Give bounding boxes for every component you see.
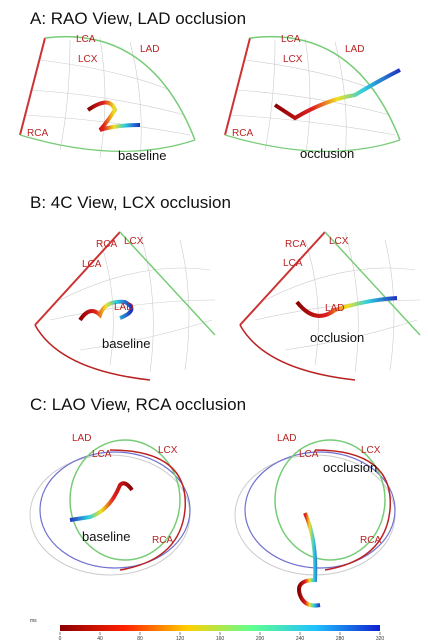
vessel-label: LAD [140,44,159,55]
tick-label: 0 [59,636,62,642]
vessel-label: LAD [325,303,344,314]
vessel-label: LAD [277,433,296,444]
tick-label: 240 [296,636,305,642]
vessel-label: LCA [281,34,301,45]
colorbar-unit: ms [30,618,37,624]
vessel-label: LCX [124,236,144,247]
colorbar: ms 0 40 80 120 160 200 240 280 320 [30,618,384,642]
view: RCA LCX LCA LAD occlusion [240,232,420,380]
panel-title: C: LAO View, RCA occlusion [30,395,246,414]
view: LAD LCA LCX RCA baseline [30,433,190,575]
condition-label: baseline [102,336,150,351]
vessel-label: RCA [285,239,306,250]
condition-label: occlusion [310,330,364,345]
tick-label: 160 [216,636,225,642]
vessel-label: LCA [82,259,102,270]
condition-label: occlusion [300,146,354,161]
vessel-label: LAD [72,433,91,444]
tick-label: 40 [97,636,103,642]
vessel-label: LAD [345,44,364,55]
vessel-label: RCA [232,128,253,139]
tick-label: 200 [256,636,265,642]
colorbar-scale [60,625,380,631]
vessel-label: LCA [283,258,303,269]
tick-label: 80 [137,636,143,642]
vessel-label: RCA [27,128,48,139]
panel-title: A: RAO View, LAD occlusion [30,9,246,28]
vessel-label: LCX [78,54,98,65]
panel-title: B: 4C View, LCX occlusion [30,193,231,212]
vessel-label: LCX [283,54,303,65]
vessel-label: LCA [92,449,112,460]
view: LCA LCX LAD RCA occlusion [225,34,400,161]
vessel-label: RCA [360,535,381,546]
vessel-label: LCX [361,445,381,456]
view: RCA LCX LCA LAD baseline [35,232,215,380]
figure: A: RAO View, LAD occlusion LCA LCX LAD R… [0,0,428,643]
vessel-label: LCX [158,445,178,456]
view: LCA LCX LAD RCA baseline [20,34,195,163]
vessel-label: LAD [114,302,133,313]
condition-label: occlusion [323,460,377,475]
vessel-label: LCA [299,449,319,460]
tick-label: 280 [336,636,345,642]
vessel-label: LCX [329,236,349,247]
tick-label: 120 [176,636,185,642]
vessel-label: LCA [76,34,96,45]
tick-label: 320 [376,636,385,642]
condition-label: baseline [82,529,130,544]
condition-label: baseline [118,148,166,163]
vessel-label: RCA [152,535,173,546]
vessel-label: RCA [96,239,117,250]
view: LAD LCA LCX RCA occlusion [235,433,395,606]
